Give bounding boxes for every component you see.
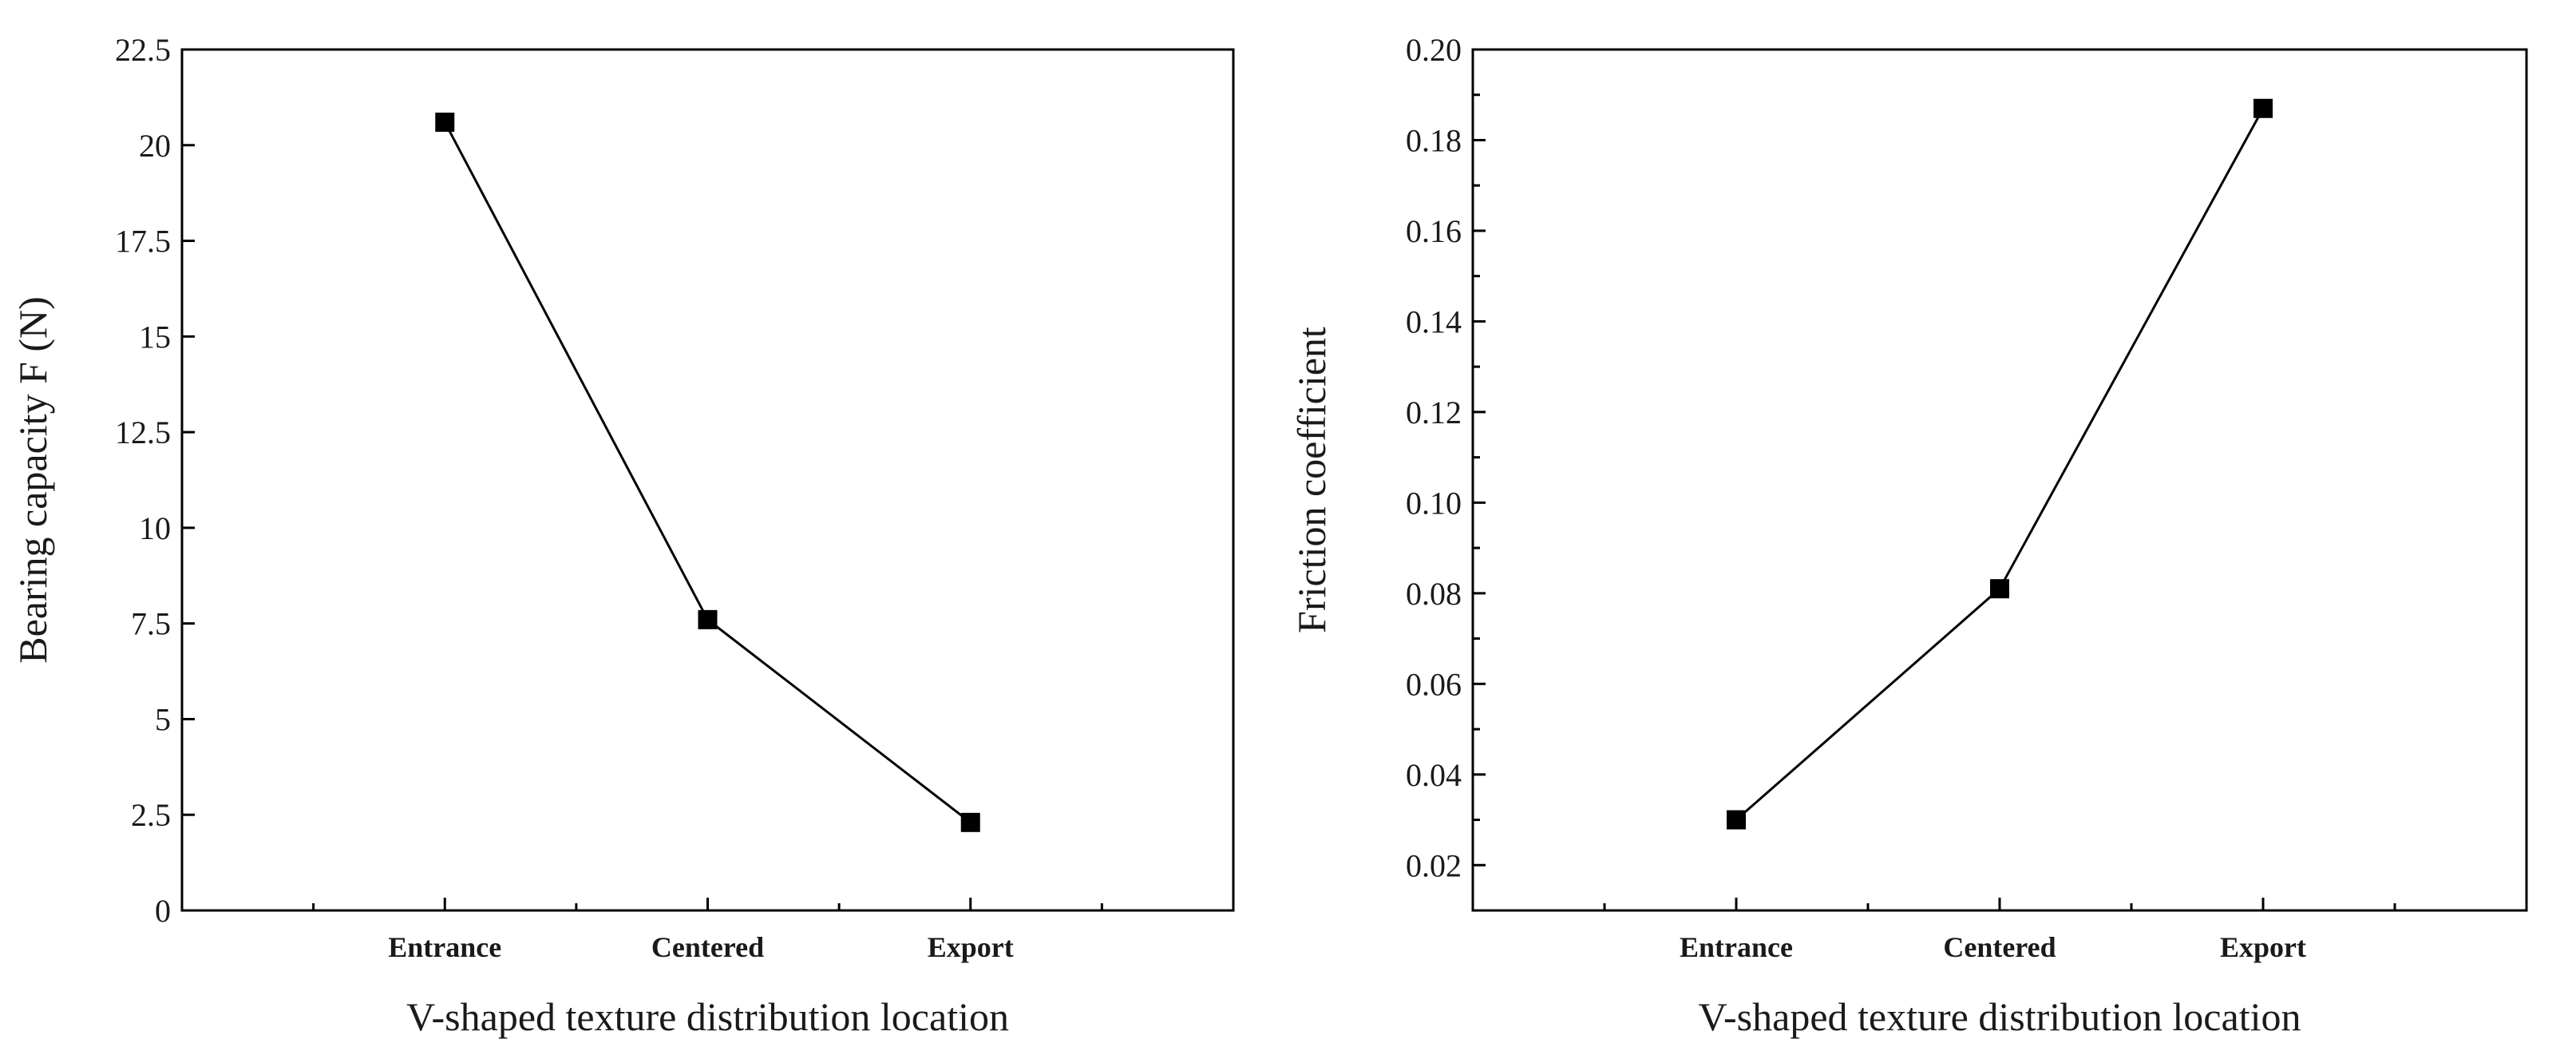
y-tick-label: 15: [139, 319, 171, 355]
data-point-marker: [960, 812, 980, 832]
x-axis-title: V-shaped texture distribution location: [1699, 994, 2301, 1039]
y-tick-label: 20: [139, 128, 171, 164]
y-tick-label: 0.16: [1406, 213, 1462, 249]
y-axis-title: Friction coefficient: [1289, 327, 1334, 633]
data-point-marker: [1990, 579, 2009, 599]
y-tick-label: 0: [155, 893, 171, 929]
y-axis-title: Bearing capacity F (N): [10, 296, 55, 664]
plot-frame: [180, 48, 1235, 912]
bearing-capacity-chart: 0 2.5 5 7.5 10 12.5 15 17.5 20 22.5 Entrance Center…: [10, 32, 1235, 1039]
y-tick-label: 5: [155, 701, 171, 737]
x-category-label: Entrance: [1680, 931, 1793, 963]
data-point-marker: [698, 609, 718, 629]
y-tick-label: 0.10: [1406, 485, 1462, 521]
plot-frame: [1471, 48, 2528, 912]
y-tick-label: 12.5: [115, 414, 171, 450]
friction-coefficient-chart: 0.02 0.04 0.06 0.08 0.10 0.12 0.14 0.16 0.18 0.20…: [1289, 32, 2528, 1039]
y-tick-label: 7.5: [131, 606, 171, 642]
y-tick-label: 0.18: [1406, 122, 1462, 158]
series-line: [1735, 108, 2265, 821]
series-line: [443, 121, 971, 823]
y-tick-label: 0.02: [1406, 847, 1462, 883]
x-category-label: Export: [928, 931, 1014, 963]
x-category-label: Centered: [1943, 931, 2056, 963]
y-tick-label: 0.08: [1406, 576, 1462, 612]
y-tick-label: 0.12: [1406, 395, 1462, 430]
x-category-label: Centered: [651, 931, 764, 963]
y-tick-label: 2.5: [131, 797, 171, 833]
y-tick-label: 0.20: [1406, 32, 1462, 68]
y-tick-label: 17.5: [115, 224, 171, 260]
data-point-marker: [1727, 810, 1746, 830]
y-tick-label: 22.5: [115, 32, 171, 68]
y-tick-label: 0.04: [1406, 757, 1462, 793]
data-point-marker: [435, 113, 455, 133]
y-tick-label: 10: [139, 510, 171, 546]
x-axis-title: V-shaped texture distribution location: [406, 994, 1009, 1039]
data-point-marker: [2254, 98, 2273, 118]
y-tick-label: 0.06: [1406, 666, 1462, 702]
y-tick-label: 0.14: [1406, 303, 1462, 339]
x-category-label: Export: [2220, 931, 2306, 963]
x-category-label: Entrance: [388, 931, 501, 963]
